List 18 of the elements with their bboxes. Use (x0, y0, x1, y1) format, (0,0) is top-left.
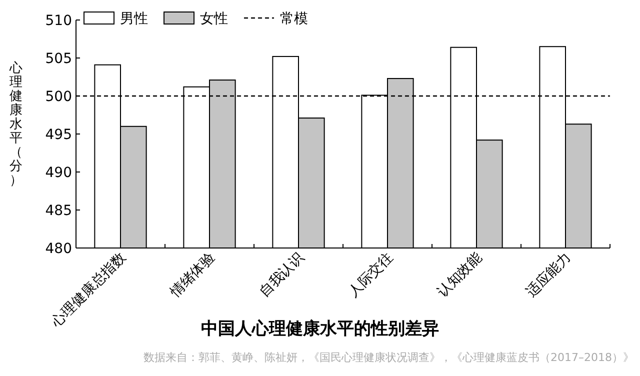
legend-label: 常模 (280, 11, 308, 27)
text: 数据来自：郭菲、黄峥、陈祉妍，《国民心理健康状况调查》，《心理健康蓝皮书（2017–2018）》 (144, 351, 634, 364)
text: 心理健康水平（分） (10, 61, 22, 188)
text: 中国人心理健康水平的性别差异 (201, 319, 439, 339)
x-tick-label: 自我认识 (256, 250, 308, 300)
legend-label: 女性 (200, 11, 228, 27)
y-tick-label: 495 (45, 127, 72, 143)
y-tick-label: 490 (45, 165, 72, 181)
y-tick-label: 500 (45, 89, 72, 105)
y-tick-label: 485 (45, 203, 72, 219)
x-tick-label: 人际交往 (345, 250, 396, 300)
legend-label: 男性 (120, 11, 148, 27)
x-tick-label: 适应能力 (523, 250, 574, 300)
x-tick-label: 情绪体验 (166, 250, 218, 302)
y-tick-label: 480 (45, 241, 72, 257)
y-tick-label: 505 (45, 51, 72, 67)
y-tick-label: 510 (45, 13, 72, 29)
x-tick-label: 认知效能 (434, 250, 486, 300)
